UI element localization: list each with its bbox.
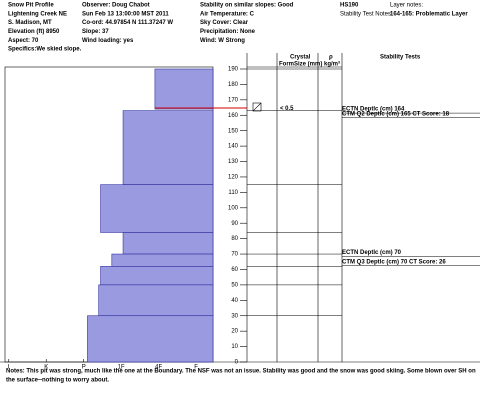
column-header: ρ xyxy=(329,55,333,61)
label: Stability Test Notes: xyxy=(340,12,393,18)
y-tick-label: 80 xyxy=(231,236,238,242)
hardness-bar xyxy=(87,315,214,363)
hardness-bar xyxy=(100,184,214,233)
header-field: S. Madison, MT xyxy=(8,20,52,26)
stability-test: CTM Q3 Deptlc (cm) 70 CT Score: 26 xyxy=(342,259,446,265)
header-field: Sky Cover: Clear xyxy=(200,20,249,26)
notes: the surface--nothing to worry about. xyxy=(6,378,109,384)
x-tick-label: F xyxy=(194,365,198,371)
column-header: kg/m³ xyxy=(324,61,340,68)
y-tick-label: 50 xyxy=(231,282,238,288)
header-field: Specifics:We skied slope. xyxy=(8,47,82,53)
hs: HS190 xyxy=(340,3,359,9)
hardness-bar xyxy=(98,284,214,317)
header-field: Wind loading: yes xyxy=(82,38,134,44)
header-field: Elevation (ft) 8950 xyxy=(8,29,60,35)
header-field: Stability on similar slopes: Good xyxy=(200,3,294,9)
y-tick-label: 110 xyxy=(228,190,238,196)
x-tick-label: I xyxy=(8,365,10,371)
label: Layer notes: xyxy=(390,3,423,9)
y-tick-label: 190 xyxy=(228,67,239,73)
y-tick-label: 170 xyxy=(228,97,239,103)
stability-test: ECTN Deptlc (cm) 164 xyxy=(342,107,405,113)
hardness-bar xyxy=(122,232,214,255)
hardness-bar xyxy=(111,253,214,267)
stability-test: CTM Q2 Deptlc (cm) 165 CT Score: 18 xyxy=(342,111,450,117)
layer-note: 164-165: Problematic Layer xyxy=(390,12,468,18)
crystal-icon xyxy=(252,102,262,112)
header-field: Wind: W Strong xyxy=(200,38,245,44)
header-field: Slope: 37 xyxy=(82,29,109,35)
y-tick-label: 160 xyxy=(228,113,239,119)
y-tick-label: 180 xyxy=(228,82,239,88)
column-header: Size (mm) xyxy=(294,62,322,68)
y-tick-label: 10 xyxy=(231,344,238,350)
y-tick-label: 70 xyxy=(231,252,238,258)
y-tick-label: 60 xyxy=(231,267,238,273)
column-header: Crystal xyxy=(290,55,311,61)
column-header: Form xyxy=(279,62,294,68)
y-tick-label: 90 xyxy=(231,221,238,227)
hardness-bar xyxy=(100,266,214,286)
crystal-size: < 0.5 xyxy=(280,106,294,112)
y-tick-label: 130 xyxy=(228,159,239,165)
column-header: Stability Tests xyxy=(380,55,421,61)
header-field: Aspect: 70 xyxy=(8,38,39,44)
y-tick-label: 40 xyxy=(231,298,238,304)
x-tick-label: 4F xyxy=(155,365,162,371)
hardness-bar xyxy=(154,68,214,110)
header-field: Air Temperature: C xyxy=(200,11,255,17)
stability-test: ECTN Deptlc (cm) 70 xyxy=(342,250,402,256)
notes: Notes: This pit was strong, much like th… xyxy=(6,369,476,375)
y-tick-label: 0 xyxy=(235,360,239,366)
y-tick-label: 120 xyxy=(228,175,239,181)
x-tick-label: K xyxy=(44,365,48,371)
header-field: Co-ord: 44.97854 N 111.37247 W xyxy=(82,20,173,26)
x-tick-label: 1F xyxy=(118,365,125,371)
header-field: Sun Feb 13 13:00:00 MST 2011 xyxy=(82,11,169,17)
y-tick-label: 20 xyxy=(231,329,238,335)
header-field: Snow Pit Profile xyxy=(8,3,54,9)
header-field: Lightening Creek NE xyxy=(8,11,67,17)
y-tick-label: 140 xyxy=(228,144,239,150)
hardness-bar xyxy=(122,110,214,185)
y-tick-label: 150 xyxy=(228,128,239,134)
header-field: Precipitation: None xyxy=(200,29,256,35)
header-field: Observer: Doug Chabot xyxy=(82,3,150,9)
y-tick-label: 30 xyxy=(231,313,238,319)
x-tick-label: P xyxy=(82,365,86,371)
y-tick-label: 100 xyxy=(228,205,239,211)
